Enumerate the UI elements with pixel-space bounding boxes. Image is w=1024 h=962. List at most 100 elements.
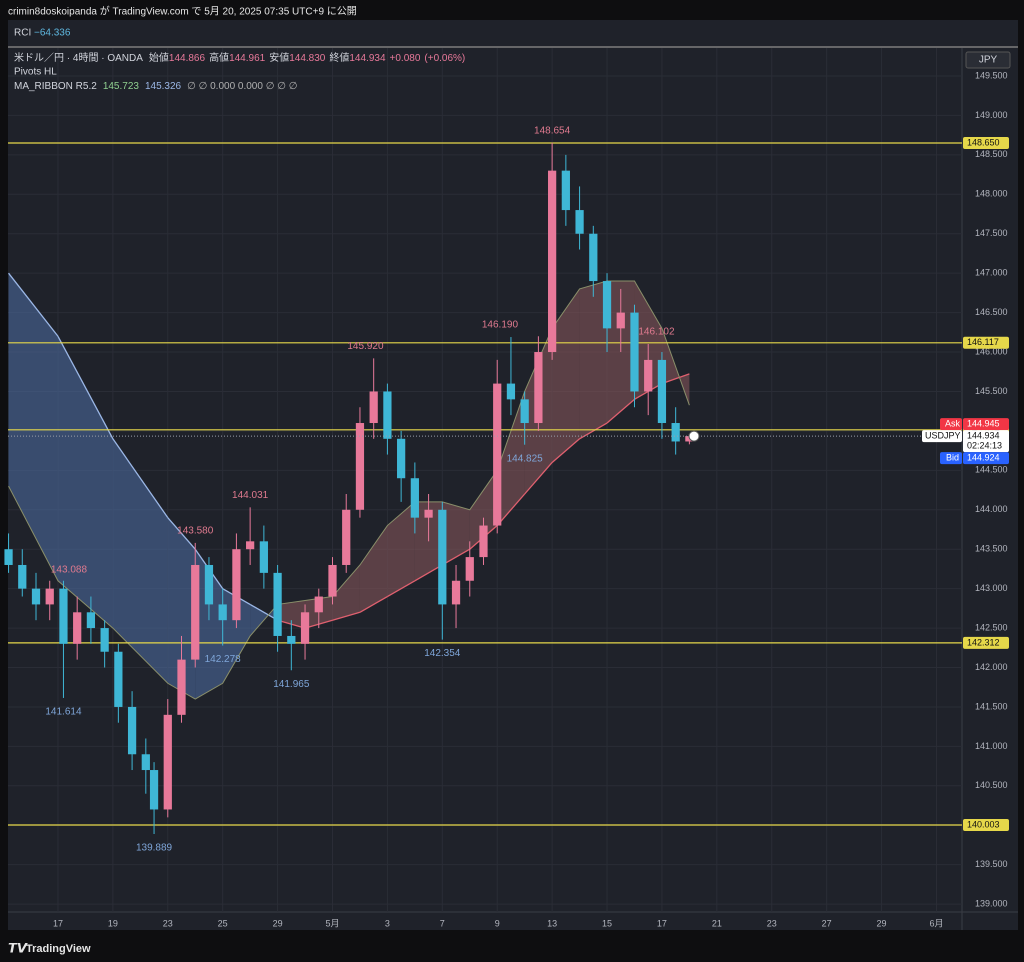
ribbon-fill: [552, 288, 580, 463]
x-tick-label: 29: [273, 918, 283, 928]
x-tick-label: 3: [385, 918, 390, 928]
candle-body: [548, 170, 557, 353]
pivot-tag: [963, 819, 1009, 832]
open: 144.866: [169, 53, 206, 64]
currency-box[interactable]: [965, 51, 1011, 69]
y-tick-label: 145.500: [975, 386, 1008, 396]
x-tick-label: 17: [657, 918, 667, 928]
ribbon-fill: [8, 273, 58, 581]
y-tick-label: 148.500: [975, 149, 1008, 159]
candle-body: [149, 770, 159, 810]
x-tick-label: 23: [767, 918, 777, 928]
publish-info: crimin8doskoipanda が TradingView.com で 5…: [8, 5, 357, 18]
x-tick-label: 23: [163, 918, 173, 928]
candle-body: [342, 509, 351, 565]
ribbon-slow-segment: [8, 272, 59, 337]
candle-body: [506, 383, 516, 400]
ribbon-fill: [332, 564, 360, 621]
candle-body: [328, 564, 337, 597]
change-pct: (+0.06%): [424, 53, 465, 64]
candle-body: [424, 509, 433, 518]
rci-panel: [8, 20, 1018, 46]
low-label: 安値: [269, 51, 289, 64]
pivot-tag-label: 140.003: [967, 819, 1000, 829]
logo-mark: 𝙏𝙑: [8, 940, 28, 955]
rci-name: RCI: [14, 28, 31, 39]
y-tick-label: 148.000: [975, 189, 1008, 199]
candle-body: [204, 564, 214, 605]
pivot-label: 139.889: [136, 843, 173, 854]
candle-body: [383, 391, 392, 439]
candle-body: [602, 281, 612, 329]
pivot-label: 144.825: [507, 453, 544, 464]
y-tick-label: 139.000: [975, 898, 1008, 908]
bid: 144.924: [967, 452, 1000, 462]
ribbon-fill: [359, 525, 388, 613]
y-tick-label: 146.500: [975, 307, 1008, 317]
candle-body: [86, 612, 96, 629]
candle-body: [100, 628, 109, 652]
pivots-legend: Pivots HL: [14, 67, 57, 78]
ribbon-fill: [167, 517, 196, 700]
candle-body: [191, 564, 200, 660]
candle-body: [314, 596, 323, 613]
candle-body: [246, 541, 255, 550]
ribbon-fill: [222, 588, 251, 684]
y-tick-label: 146.000: [975, 346, 1008, 356]
candle-body: [259, 541, 268, 573]
high: 144.961: [229, 53, 266, 64]
candle-body: [397, 438, 406, 479]
symbol: 米ドル／円 · 4時間 · OANDA 始値144.866 高値144.961 安値1…: [14, 51, 465, 64]
y-tick-label: 149.000: [975, 110, 1008, 120]
pivot-label: 144.031: [232, 490, 269, 501]
pivot-tag: [963, 336, 1009, 349]
candle-body: [300, 612, 310, 644]
change: +0.080: [390, 53, 421, 64]
x-tick-label: 19: [108, 918, 118, 928]
pivot-label: 146.102: [638, 327, 675, 338]
pivot-label: 142.354: [424, 648, 461, 659]
x-tick-label: 13: [547, 918, 557, 928]
candle-body: [232, 549, 241, 621]
ribbon-slow-segment: [359, 595, 388, 613]
y-tick-label: 143.000: [975, 583, 1008, 593]
y-tick-label: 147.500: [975, 228, 1008, 238]
ribbon-slow-segment: [112, 438, 169, 519]
y-tick-label: 140.500: [975, 780, 1008, 790]
candle-body: [31, 588, 41, 605]
candle-body: [177, 659, 186, 715]
candle-body: [18, 564, 27, 589]
close: 144.934: [349, 53, 386, 64]
pivot-tag-label: 142.312: [967, 637, 1000, 647]
y-tick-label: 139.500: [975, 859, 1008, 869]
candle-body: [4, 549, 13, 565]
ribbon-slow-segment: [606, 398, 635, 424]
replay-button[interactable]: [688, 430, 700, 442]
last: 144.934: [967, 430, 1000, 440]
y-tick-label: 144.000: [975, 504, 1008, 514]
ribbon-slow-segment: [167, 517, 196, 550]
candle-body: [369, 391, 378, 424]
candle-body: [59, 588, 68, 644]
x-tick-label: 9: [495, 918, 500, 928]
x-tick-label: 17: [53, 918, 63, 928]
pivot-label: 143.088: [51, 564, 88, 575]
bid-label: Bid: [946, 452, 959, 462]
y-tick-label: 142.500: [975, 622, 1008, 632]
plot: 139.000139.500140.000140.500141.000141.5…: [4, 48, 1008, 928]
candle-body: [520, 399, 529, 424]
y-tick-label: 144.500: [975, 465, 1008, 475]
candle-body: [657, 359, 667, 424]
ribbon-slow-segment: [332, 611, 361, 621]
pivot-tag-label: 148.650: [967, 137, 1000, 147]
low: 144.830: [289, 53, 326, 64]
ribbon-fast-line: [8, 280, 690, 700]
x-tick-label: 7: [440, 918, 445, 928]
pivot-tag-label: 146.117: [967, 337, 999, 347]
brand: TradingView: [26, 943, 91, 955]
candle-body: [451, 580, 461, 605]
candle-body: [479, 525, 488, 558]
x-tick-label: 29: [877, 918, 887, 928]
high-label: 高値: [209, 51, 229, 64]
